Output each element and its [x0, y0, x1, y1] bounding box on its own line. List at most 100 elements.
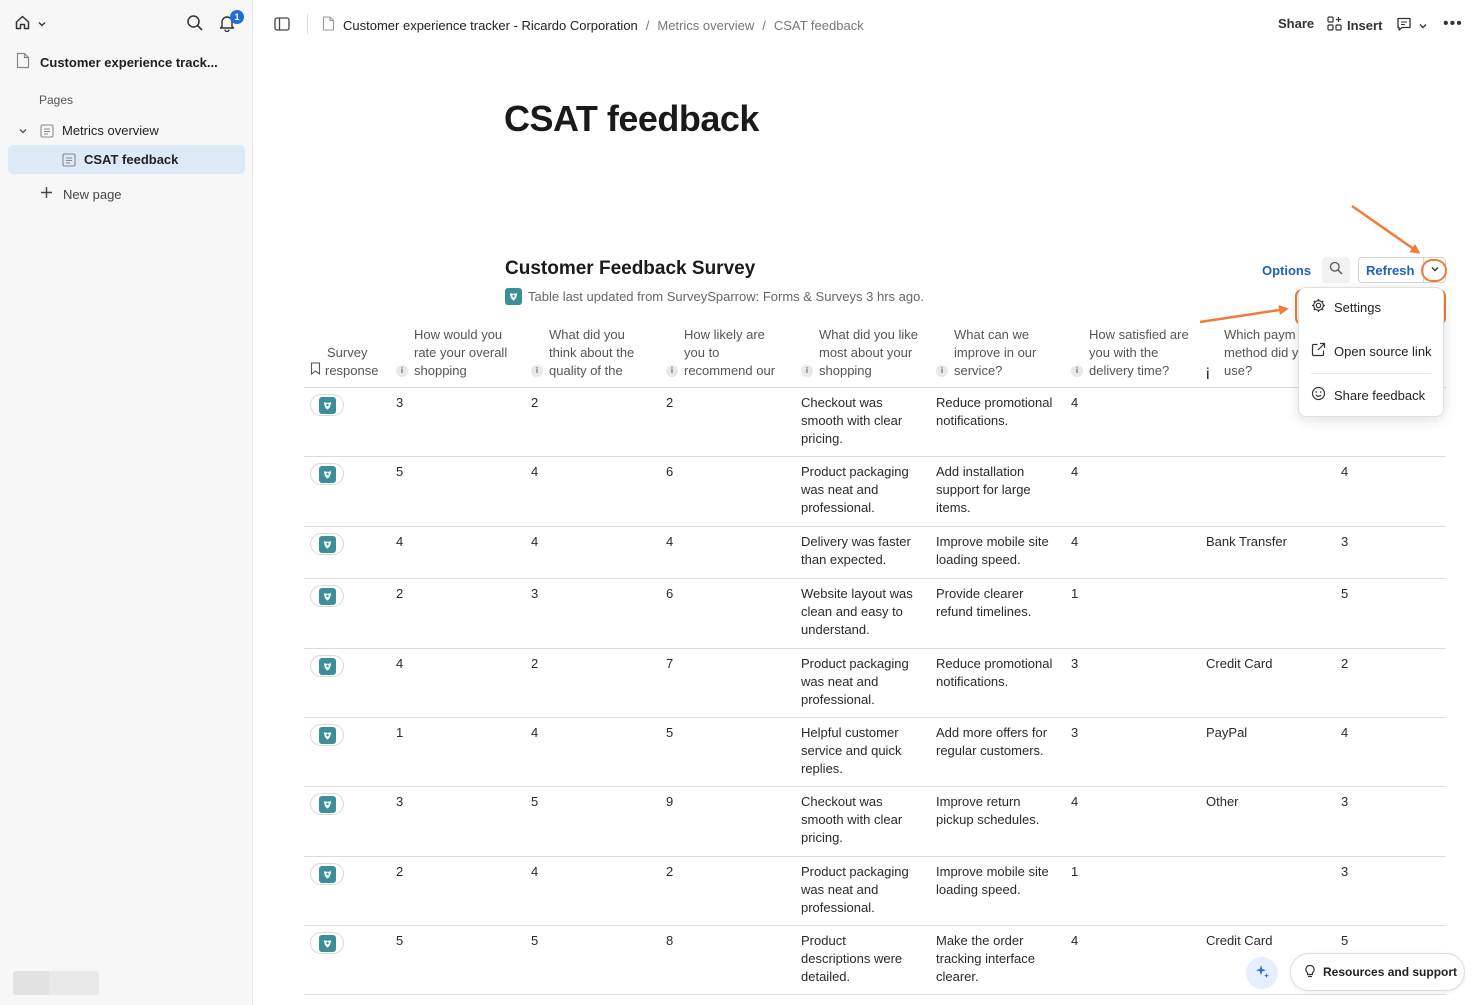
survey-response-button[interactable] [310, 463, 344, 485]
table-cell-c3: 6 [666, 586, 674, 601]
table-cell-c4: Helpful customer service and quick replies… [801, 724, 901, 778]
column-header-line: improve in our [954, 345, 1037, 360]
doc-title-label: Customer experience track... [40, 54, 218, 70]
table-row[interactable]: 5 5 8 Product descriptions were detailed. Make… [304, 926, 1446, 995]
menu-item-open-source-link[interactable]: Open source link [1299, 337, 1445, 365]
sidebar-toggle-button[interactable] [274, 17, 290, 36]
column-header-line: What did you like [819, 327, 918, 342]
table-search-button[interactable] [1322, 257, 1350, 283]
table-row[interactable]: 3 5 9 Checkout was smooth with clear pricing.… [304, 787, 1446, 857]
lightbulb-icon [1303, 964, 1317, 981]
breadcrumb-metrics-overview[interactable]: Metrics overview [657, 17, 755, 33]
sidebar-doc-title[interactable]: Customer experience track... [16, 52, 218, 72]
table-cell-c7: Bank Transfer [1206, 534, 1287, 549]
column-header-line: How would you [414, 327, 503, 342]
table-cell-c5: Make the order tracking interface clearer. [936, 932, 1035, 986]
column-header-line: response [325, 363, 379, 378]
search-button[interactable] [186, 14, 204, 37]
survey-response-button[interactable] [310, 863, 344, 885]
info-icon: i [531, 365, 543, 377]
survey-response-button[interactable] [310, 724, 344, 746]
table-cell-c1: 3 [396, 794, 404, 809]
table-cell-c2: 4 [531, 464, 539, 479]
cell-line: replies. [801, 761, 843, 776]
survey-response-button[interactable] [310, 533, 344, 555]
table-cell-c7: PayPal [1206, 725, 1248, 740]
cell-line: loading speed. [936, 882, 1021, 897]
sidebar-bottom-control[interactable] [13, 971, 99, 995]
table-cell-c6: 3 [1071, 725, 1079, 740]
refresh-button[interactable]: Refresh [1366, 262, 1415, 278]
resources-and-support-button[interactable]: Resources and support [1290, 953, 1465, 991]
home-button[interactable] [14, 14, 47, 36]
column-header-recommend[interactable]: How likely are you to recommend our i [666, 326, 794, 380]
sidebar-toggle-icon [274, 17, 290, 35]
notifications-button[interactable]: 1 [218, 10, 244, 37]
sidebar-item-csat-feedback[interactable]: CSAT feedback [8, 145, 245, 174]
table-cell-c4: Delivery was faster than expected. [801, 533, 911, 569]
menu-item-label: Open source link [1334, 343, 1432, 359]
survey-response-button[interactable] [310, 932, 344, 954]
table-cell-c4: Website layout was clean and easy to under… [801, 585, 913, 639]
divider [307, 14, 308, 34]
table-cell-c8: 4 [1341, 725, 1349, 740]
column-header-rate-shopping[interactable]: How would you rate your overall shopping… [396, 326, 524, 380]
table-cell-c6: 3 [1071, 656, 1079, 671]
column-header-delivery-time[interactable]: How satisfied are you with the delivery … [1071, 326, 1207, 380]
table-cell-c4: Product packaging was neat and professiona… [801, 863, 909, 917]
breadcrumb-doc[interactable]: Customer experience tracker - Ricardo Co… [343, 17, 638, 33]
cell-line: Improve mobile site [936, 534, 1049, 549]
cell-line: clean and easy to [801, 604, 903, 619]
new-page-button[interactable]: New page [40, 186, 122, 202]
chevron-down-icon [37, 16, 47, 34]
sparkle-icon [1254, 963, 1270, 984]
cell-line: Add installation [936, 464, 1025, 479]
table-row[interactable]: 2 4 2 Product packaging was neat and professi… [304, 857, 1446, 926]
chevron-down-icon[interactable] [18, 126, 32, 136]
menu-item-share-feedback[interactable]: Share feedback [1299, 381, 1445, 409]
table-row[interactable]: 4 2 7 Product packaging was neat and professi… [304, 649, 1446, 718]
arrow-to-dropdown [1351, 204, 1421, 254]
cell-line: Website layout was [801, 586, 913, 601]
survey-response-button[interactable] [310, 585, 344, 607]
sidebar-bottom-segment[interactable] [13, 971, 49, 995]
table-cell-c6: 4 [1071, 395, 1079, 410]
breadcrumb-separator: / [762, 17, 766, 33]
table-cell-c7: Credit Card [1206, 656, 1273, 671]
menu-item-settings[interactable]: Settings [1299, 293, 1445, 321]
sidebar-item-metrics-overview[interactable]: Metrics overview [8, 116, 245, 145]
insert-icon [1327, 16, 1342, 34]
table-cell-c8: 3 [1341, 794, 1349, 809]
table-cell-c8: 5 [1341, 586, 1349, 601]
table-row[interactable]: 4 4 4 Delivery was faster than expected. Impr… [304, 527, 1446, 579]
table-row[interactable]: 2 3 6 Website layout was clean and easy to un… [304, 579, 1446, 649]
surveysparrow-logo-icon [505, 288, 522, 305]
column-header-quality[interactable]: What did you think about the quality of … [531, 326, 659, 380]
table-row[interactable]: 1 4 5 Helpful customer service and quick repl… [304, 718, 1446, 787]
table-row[interactable]: 5 4 6 Product packaging was neat and professi… [304, 457, 1446, 527]
column-header-payment-method[interactable]: Which paym method did y use? [1224, 326, 1324, 380]
table-cell-c5: Reduce promotional notifications. [936, 655, 1052, 691]
share-button[interactable]: Share [1278, 16, 1315, 31]
smile-icon [1311, 386, 1326, 404]
survey-response-button[interactable] [310, 394, 344, 416]
options-button[interactable]: Options [1262, 263, 1312, 278]
table-cell-c5: Provide clearer refund timelines. [936, 585, 1031, 621]
insert-button[interactable]: Insert [1327, 16, 1382, 34]
breadcrumb-csat-feedback[interactable]: CSAT feedback [773, 17, 864, 33]
table-row[interactable]: 3 2 2 Checkout was smooth with clear pricing.… [304, 388, 1446, 457]
ai-assistant-button[interactable] [1246, 957, 1278, 989]
column-header-liked-most[interactable]: What did you like most about your shoppi… [801, 326, 939, 380]
more-options-button[interactable]: ••• [1443, 15, 1463, 32]
column-header-line: How satisfied are [1089, 327, 1189, 342]
breadcrumb-separator: / [645, 17, 650, 33]
comments-button[interactable] [1396, 16, 1428, 37]
surveysparrow-logo-icon [318, 726, 336, 744]
column-header-improve[interactable]: What can we improve in our service? i [936, 326, 1064, 380]
survey-response-button[interactable] [310, 655, 344, 677]
column-header-line: recommend our [684, 363, 776, 378]
cell-line: smooth with clear [801, 413, 903, 428]
column-header-survey-response[interactable]: Survey response [310, 344, 400, 380]
survey-response-button[interactable] [310, 793, 344, 815]
cell-line: Product [801, 933, 846, 948]
